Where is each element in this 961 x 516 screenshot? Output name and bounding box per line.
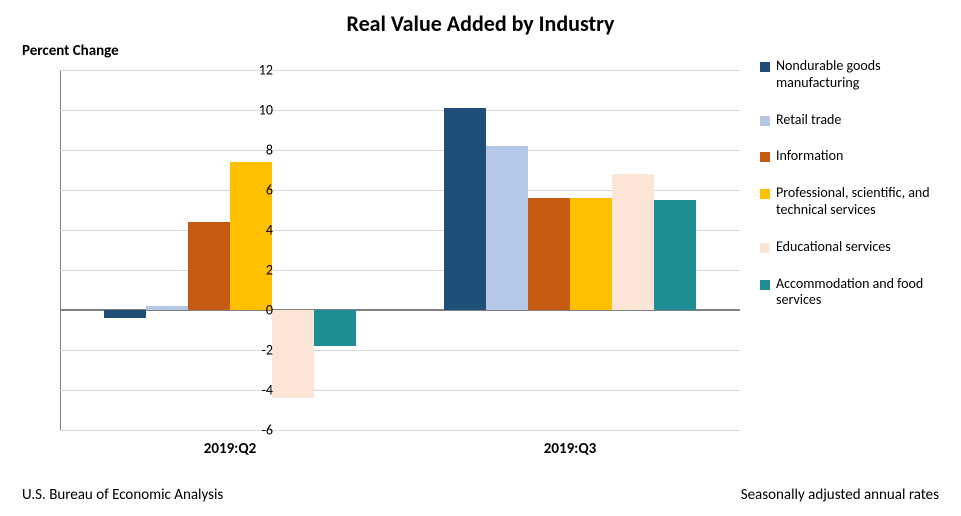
gridline <box>60 390 740 391</box>
legend-item: Educational services <box>760 239 950 256</box>
legend-swatch <box>760 116 770 126</box>
y-tick-label: 12 <box>233 62 273 79</box>
legend-item: Professional, scientific, and technical … <box>760 185 950 219</box>
gridline <box>60 110 740 111</box>
legend-label: Retail trade <box>776 112 841 129</box>
y-tick-label: 2 <box>233 262 273 279</box>
y-tick-label: 6 <box>233 182 273 199</box>
y-axis-line <box>60 70 61 430</box>
legend-item: Retail trade <box>760 112 950 129</box>
y-tick-label: -4 <box>233 382 273 399</box>
footer-note: Seasonally adjusted annual rates <box>741 486 939 504</box>
chart-plot-area <box>60 70 740 430</box>
legend-swatch <box>760 62 770 72</box>
bar <box>612 174 654 310</box>
legend-item: Accommodation and food services <box>760 276 950 310</box>
bar <box>314 310 356 346</box>
gridline <box>60 350 740 351</box>
legend-label: Information <box>776 148 843 165</box>
bar <box>444 108 486 310</box>
gridline <box>60 70 740 71</box>
legend-swatch <box>760 152 770 162</box>
legend-label: Nondurable goods manufacturing <box>776 58 950 92</box>
y-tick-label: 0 <box>233 302 273 319</box>
legend-swatch <box>760 280 770 290</box>
bar <box>570 198 612 310</box>
y-tick-label: -6 <box>233 422 273 439</box>
bar <box>486 146 528 310</box>
chart-title: Real Value Added by Industry <box>0 10 961 37</box>
legend-item: Information <box>760 148 950 165</box>
legend-swatch <box>760 243 770 253</box>
y-tick-label: -2 <box>233 342 273 359</box>
y-tick-label: 10 <box>233 102 273 119</box>
bar <box>272 310 314 398</box>
y-tick-label: 8 <box>233 142 273 159</box>
legend-label: Accommodation and food services <box>776 276 950 310</box>
bar <box>146 306 188 310</box>
y-axis-label: Percent Change <box>22 42 119 60</box>
legend: Nondurable goods manufacturing Retail tra… <box>760 58 950 329</box>
y-tick-label: 4 <box>233 222 273 239</box>
gridline <box>60 150 740 151</box>
bar <box>654 200 696 310</box>
bar <box>528 198 570 310</box>
x-category-label: 2019:Q3 <box>544 440 596 458</box>
legend-item: Nondurable goods manufacturing <box>760 58 950 92</box>
gridline <box>60 430 740 431</box>
bar <box>104 310 146 318</box>
x-category-label: 2019:Q2 <box>204 440 256 458</box>
bar <box>188 222 230 310</box>
legend-label: Educational services <box>776 239 891 256</box>
footer-source: U.S. Bureau of Economic Analysis <box>22 486 223 504</box>
legend-swatch <box>760 189 770 199</box>
legend-label: Professional, scientific, and technical … <box>776 185 950 219</box>
